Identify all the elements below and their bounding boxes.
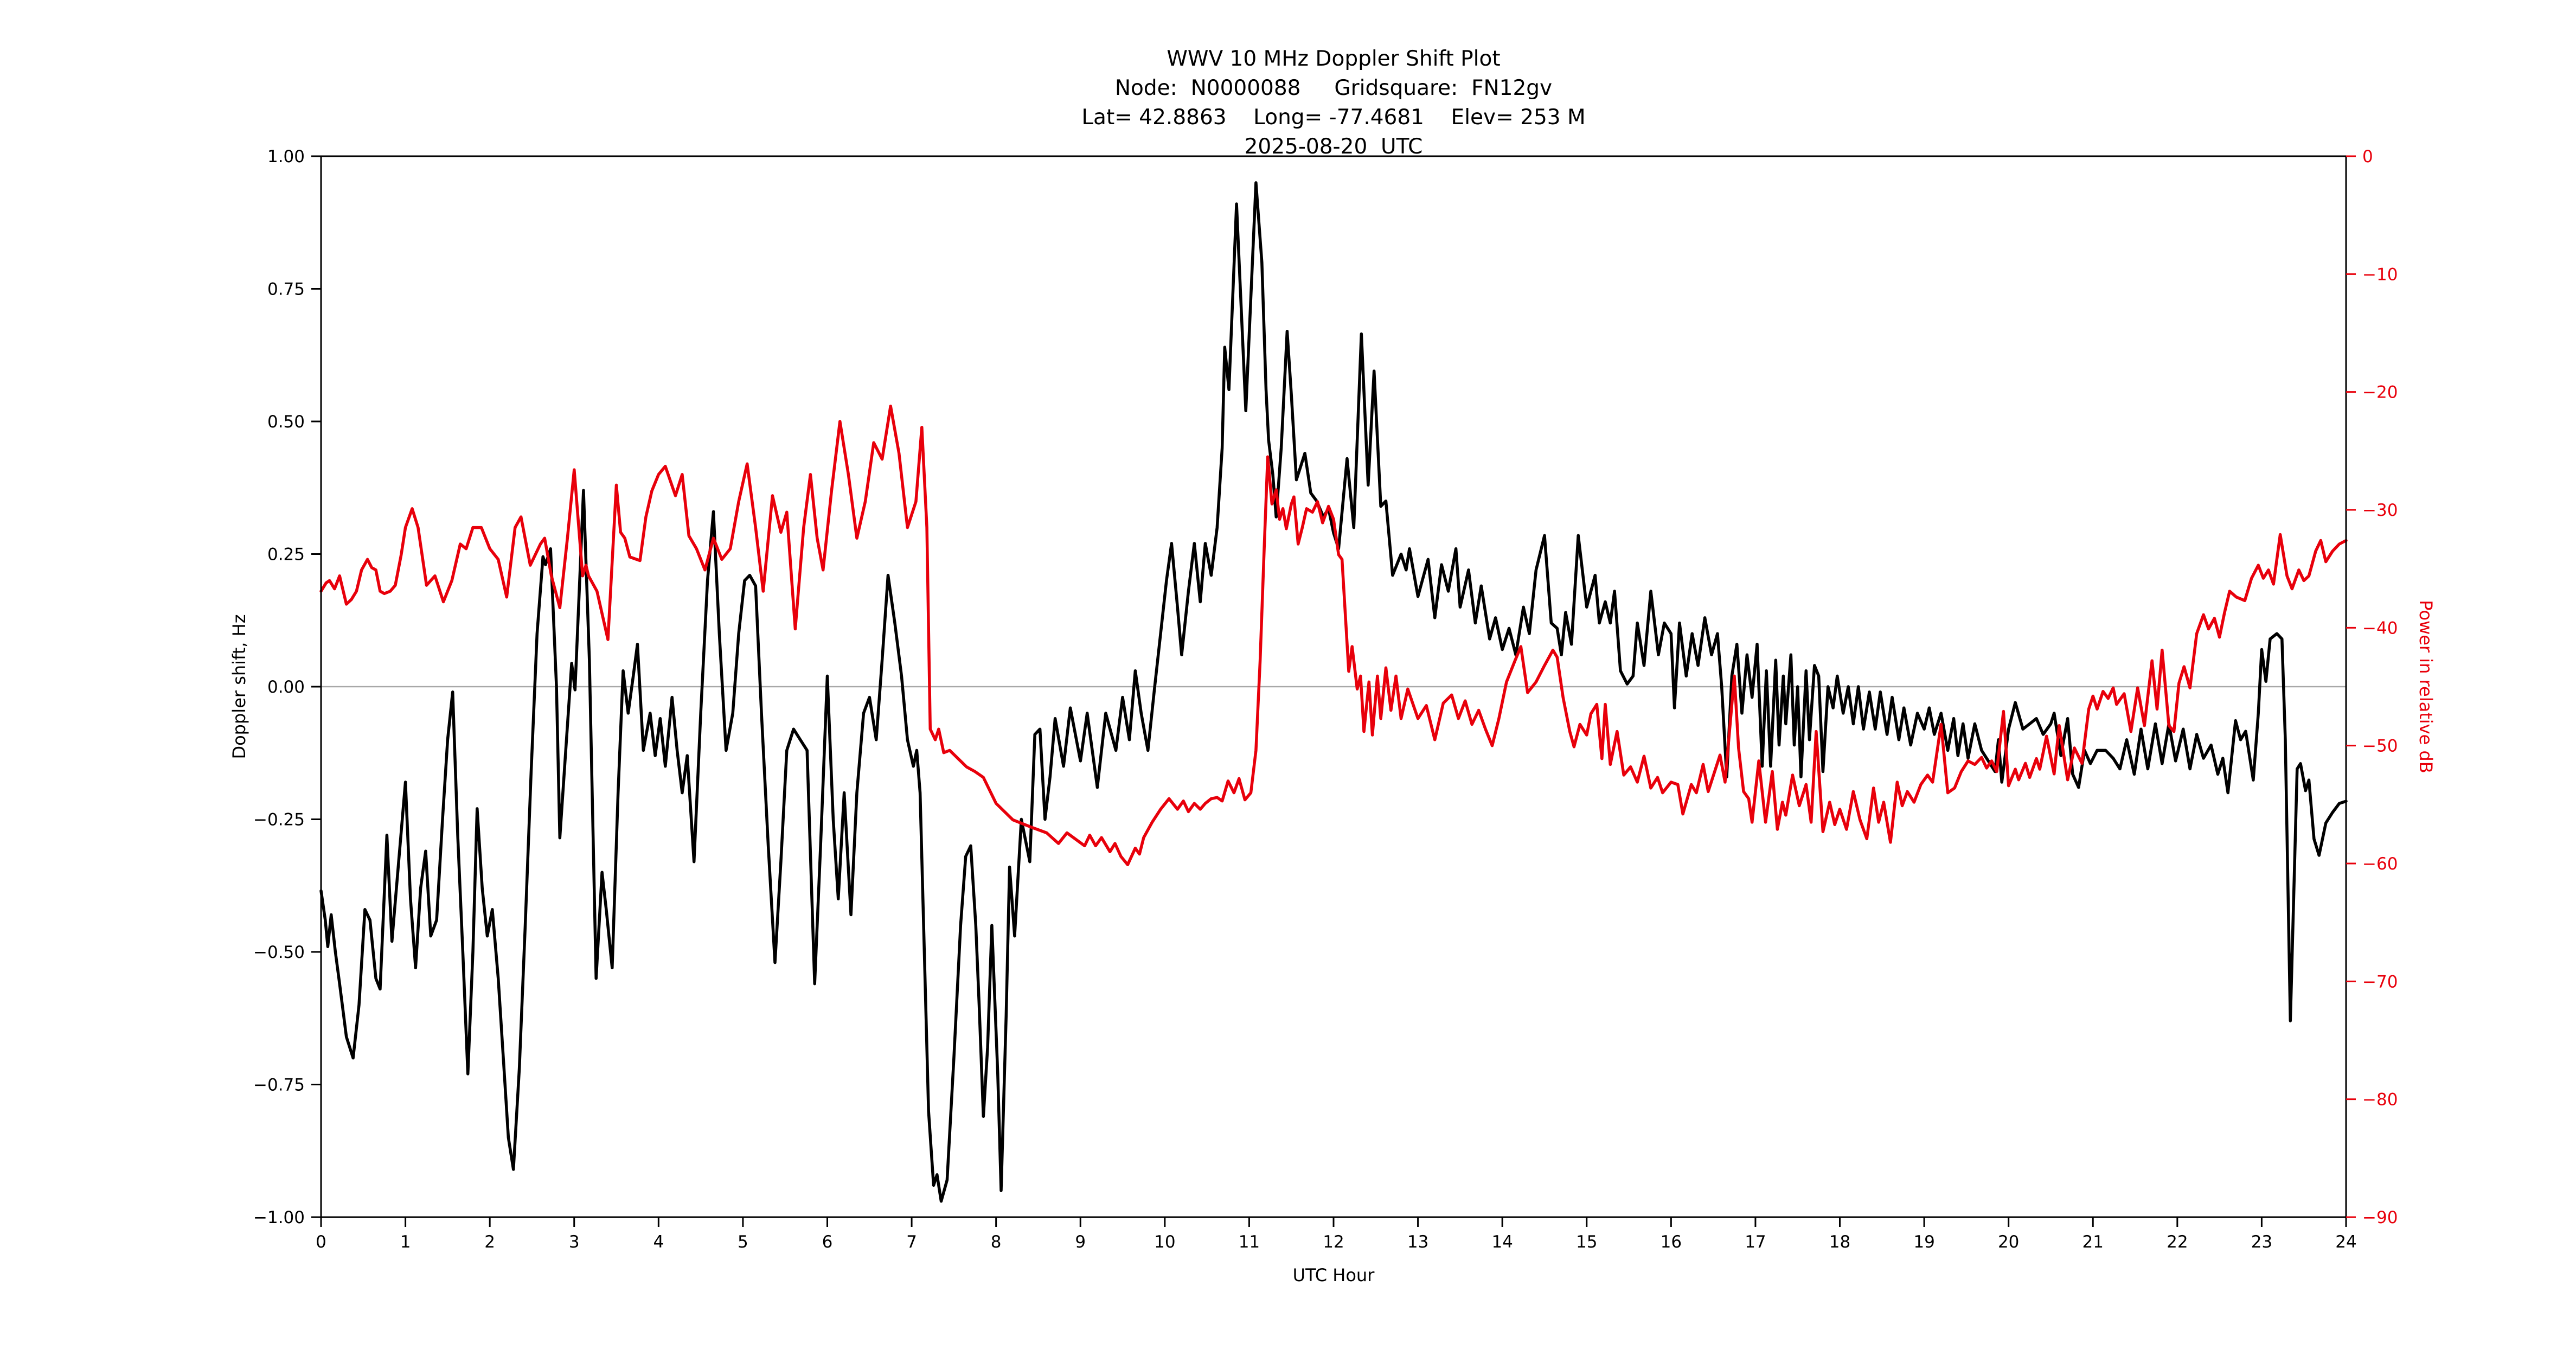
y-right-ticks: 0 −10 −20 −30 −40 −50 −60 −70 −80 −90 (2346, 147, 2398, 1227)
x-tick-label: 6 (822, 1232, 833, 1252)
chart-subtitle-node: Node: N0000088 Gridsquare: FN12gv (1114, 76, 1553, 100)
y-right-tick-label: −10 (2362, 265, 2398, 284)
y-right-tick-label: −60 (2362, 854, 2398, 874)
series-power-relative-db (319, 404, 2348, 866)
x-tick-label: 10 (1154, 1232, 1175, 1252)
y-left-tick-label: 0.50 (267, 412, 305, 432)
chart-subtitle-date: 2025-08-20 UTC (1244, 135, 1423, 159)
x-tick-label: 23 (2251, 1232, 2272, 1252)
y-right-tick-label: −30 (2362, 501, 2398, 520)
x-tick-label: 21 (2082, 1232, 2104, 1252)
x-tick-label: 2 (484, 1232, 495, 1252)
x-axis-label: UTC Hour (1293, 1265, 1375, 1285)
x-tick-label: 16 (1661, 1232, 1682, 1252)
y-left-tick-label: 1.00 (267, 147, 305, 167)
x-tick-label: 20 (1998, 1232, 2019, 1252)
y-left-tick-label: −0.75 (253, 1076, 305, 1095)
y-left-tick-label: 0.00 (267, 677, 305, 697)
y-right-tick-label: −70 (2362, 972, 2398, 992)
chart-title: WWV 10 MHz Doppler Shift Plot (1167, 47, 1501, 71)
y-right-tick-label: −20 (2362, 383, 2398, 402)
x-tick-label: 19 (1913, 1232, 1934, 1252)
y-left-tick-label: 0.25 (267, 545, 305, 565)
y-left-ticks: 1.00 0.75 0.50 0.25 0.00 −0.25 −0.50 −0.75 −1.00 (253, 147, 321, 1227)
x-tick-label: 22 (2167, 1232, 2188, 1252)
x-tick-label: 4 (653, 1232, 664, 1252)
y-right-axis-label: Power in relative dB (2415, 600, 2436, 773)
x-tick-label: 11 (1239, 1232, 1260, 1252)
y-left-tick-label: 0.75 (267, 280, 305, 299)
x-tick-label: 7 (906, 1232, 917, 1252)
y-left-tick-label: −1.00 (253, 1208, 305, 1227)
y-left-axis-label: Doppler shift, Hz (229, 614, 249, 759)
y-right-tick-label: −90 (2362, 1208, 2398, 1227)
y-right-tick-label: −40 (2362, 618, 2398, 638)
x-tick-label: 8 (991, 1232, 1002, 1252)
x-tick-label: 13 (1407, 1232, 1428, 1252)
x-tick-label: 1 (400, 1232, 411, 1252)
x-tick-label: 15 (1576, 1232, 1597, 1252)
x-tick-label: 24 (2335, 1232, 2356, 1252)
x-axis-ticks: 0 1 2 3 4 5 6 7 8 9 10 11 12 13 14 15 16 17 18 19 20 21 22 23 24 (316, 1217, 2357, 1252)
x-tick-label: 5 (738, 1232, 748, 1252)
x-tick-label: 3 (569, 1232, 580, 1252)
y-right-tick-label: 0 (2362, 147, 2373, 167)
chart-subtitle-coords: Lat= 42.8863 Long= -77.4681 Elev= 253 M (1081, 105, 1586, 130)
x-tick-label: 17 (1745, 1232, 1766, 1252)
y-right-tick-label: −80 (2362, 1090, 2398, 1110)
x-tick-label: 18 (1829, 1232, 1850, 1252)
x-tick-label: 14 (1491, 1232, 1513, 1252)
series-doppler-shift-hz (319, 181, 2348, 1203)
y-left-tick-label: −0.25 (253, 810, 305, 830)
x-tick-label: 9 (1075, 1232, 1086, 1252)
y-left-tick-label: −0.50 (253, 943, 305, 962)
x-tick-label: 0 (316, 1232, 326, 1252)
y-right-tick-label: −50 (2362, 737, 2398, 756)
x-tick-label: 12 (1323, 1232, 1344, 1252)
